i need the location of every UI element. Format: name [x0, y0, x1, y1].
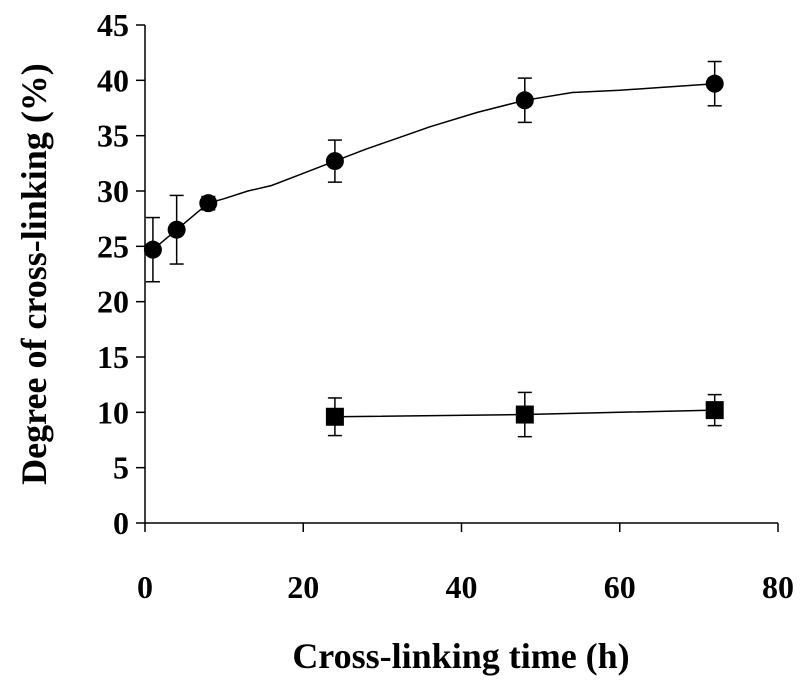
series-2: [325, 391, 724, 438]
y-tick-label: 25: [97, 228, 129, 264]
x-tick-label: 40: [446, 569, 478, 605]
plot-area: [144, 25, 778, 524]
x-ticks: 0 20 40 60 80: [137, 523, 794, 605]
series-line: [152, 82, 715, 251]
data-point: [515, 91, 534, 110]
data-point: [705, 74, 724, 93]
y-tick-label: 45: [97, 7, 129, 43]
x-axis-title: Cross-linking time (h): [292, 636, 629, 676]
x-tick-label: 0: [137, 569, 153, 605]
data-point: [515, 405, 534, 424]
y-ticks: 0 5 10 15 20 25 30 35 40 45: [97, 7, 145, 541]
x-tick-label: 60: [604, 569, 636, 605]
data-point: [199, 194, 218, 213]
data-point: [325, 152, 344, 171]
data-point: [705, 401, 724, 420]
y-tick-label: 20: [97, 284, 129, 320]
x-tick-label: 20: [287, 569, 319, 605]
series-1: [143, 60, 724, 283]
y-tick-label: 10: [97, 394, 129, 430]
series-layer: [143, 60, 724, 438]
data-point: [167, 220, 186, 239]
y-tick-label: 5: [113, 450, 129, 486]
y-axis-title: Degree of cross-linking (%): [14, 63, 54, 485]
x-tick-label: 80: [762, 569, 794, 605]
y-tick-label: 40: [97, 62, 129, 98]
y-tick-label: 35: [97, 118, 129, 154]
y-tick-label: 15: [97, 339, 129, 375]
y-tick-label: 30: [97, 173, 129, 209]
data-point: [143, 240, 162, 259]
y-tick-label: 0: [113, 505, 129, 541]
data-point: [325, 407, 344, 426]
